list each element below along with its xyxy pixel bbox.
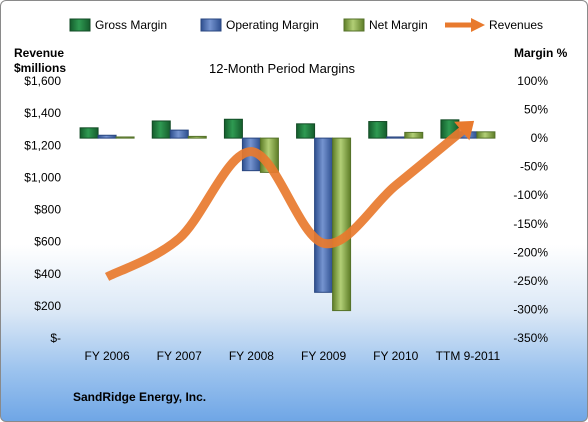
gross-margin-bar bbox=[79, 127, 99, 139]
category-labels: FY 2006 FY 2007 FY 2008 FY 2009 FY 2010 TTM 9… bbox=[85, 349, 501, 363]
left-tick-label: $1,000 bbox=[24, 170, 61, 184]
operating-margin-bar bbox=[386, 136, 406, 139]
right-tick-label: 0% bbox=[531, 131, 549, 145]
category-label: FY 2009 bbox=[301, 349, 346, 363]
left-tick-label: $1,400 bbox=[24, 106, 61, 120]
left-tick-label: $400 bbox=[34, 267, 61, 281]
right-tick-label: -150% bbox=[513, 217, 548, 231]
operating-margin-bar bbox=[97, 134, 117, 139]
left-tick-label: $600 bbox=[34, 235, 61, 249]
net-margin-bar bbox=[476, 131, 496, 139]
gross-margin-bar bbox=[296, 123, 316, 139]
left-axis-ticks: $- $200 $400 $600 $800 $1,000 $1,200 $1,400 $1,6… bbox=[24, 74, 61, 345]
right-axis-ticks: 100% 50% 0% -50% -100% -150% -200% -250% -300% -3… bbox=[513, 74, 548, 345]
left-tick-label: $- bbox=[50, 331, 61, 345]
right-tick-label: -350% bbox=[513, 331, 548, 345]
chart-title: 12-Month Period Margins bbox=[209, 61, 355, 76]
revenues-arrowhead bbox=[454, 120, 475, 141]
category-label: FY 2008 bbox=[229, 349, 274, 363]
category-label: FY 2007 bbox=[157, 349, 202, 363]
net-margin-bar bbox=[332, 137, 352, 312]
legend-label-revenues: Revenues bbox=[489, 18, 543, 32]
left-tick-label: $200 bbox=[34, 299, 61, 313]
gross-margin-bar bbox=[151, 120, 171, 139]
legend-label-gross-margin: Gross Margin bbox=[95, 18, 167, 32]
operating-margin-bar bbox=[169, 129, 189, 139]
right-tick-label: -100% bbox=[513, 188, 548, 202]
legend-label-operating-margin: Operating Margin bbox=[226, 18, 319, 32]
right-axis-title: Margin % bbox=[514, 46, 568, 60]
revenues-series bbox=[104, 120, 475, 281]
gross-margin-bar bbox=[223, 118, 243, 139]
legend-swatch-net-margin bbox=[343, 18, 365, 32]
legend-label-net-margin: Net Margin bbox=[369, 18, 428, 32]
right-tick-label: -50% bbox=[520, 160, 548, 174]
category-label: FY 2010 bbox=[373, 349, 418, 363]
left-axis-title-line2: $millions bbox=[14, 61, 66, 75]
net-margin-bar bbox=[187, 135, 207, 139]
operating-margin-bar bbox=[314, 137, 334, 293]
left-axis-title-line1: Revenue bbox=[14, 46, 64, 60]
legend-swatch-gross-margin bbox=[69, 18, 91, 32]
right-tick-label: -250% bbox=[513, 274, 548, 288]
legend-swatch-operating-margin bbox=[200, 18, 222, 32]
company-name: SandRidge Energy, Inc. bbox=[73, 390, 206, 404]
left-tick-label: $1,600 bbox=[24, 74, 61, 88]
revenues-line bbox=[104, 122, 471, 281]
category-label: TTM 9-2011 bbox=[436, 349, 501, 363]
net-margin-bar bbox=[404, 131, 424, 139]
right-tick-label: -300% bbox=[513, 302, 548, 316]
bar-series bbox=[79, 118, 496, 312]
right-tick-label: 50% bbox=[524, 103, 548, 117]
right-tick-label: -200% bbox=[513, 245, 548, 259]
category-label: FY 2006 bbox=[85, 349, 130, 363]
legend-swatch-revenues bbox=[445, 18, 485, 32]
left-tick-label: $1,200 bbox=[24, 138, 61, 152]
left-tick-label: $800 bbox=[34, 203, 61, 217]
net-margin-bar bbox=[115, 136, 135, 139]
right-tick-label: 100% bbox=[517, 74, 548, 88]
gross-margin-bar bbox=[368, 121, 388, 139]
legend: Gross Margin Operating Margin Net Margin… bbox=[69, 18, 543, 32]
